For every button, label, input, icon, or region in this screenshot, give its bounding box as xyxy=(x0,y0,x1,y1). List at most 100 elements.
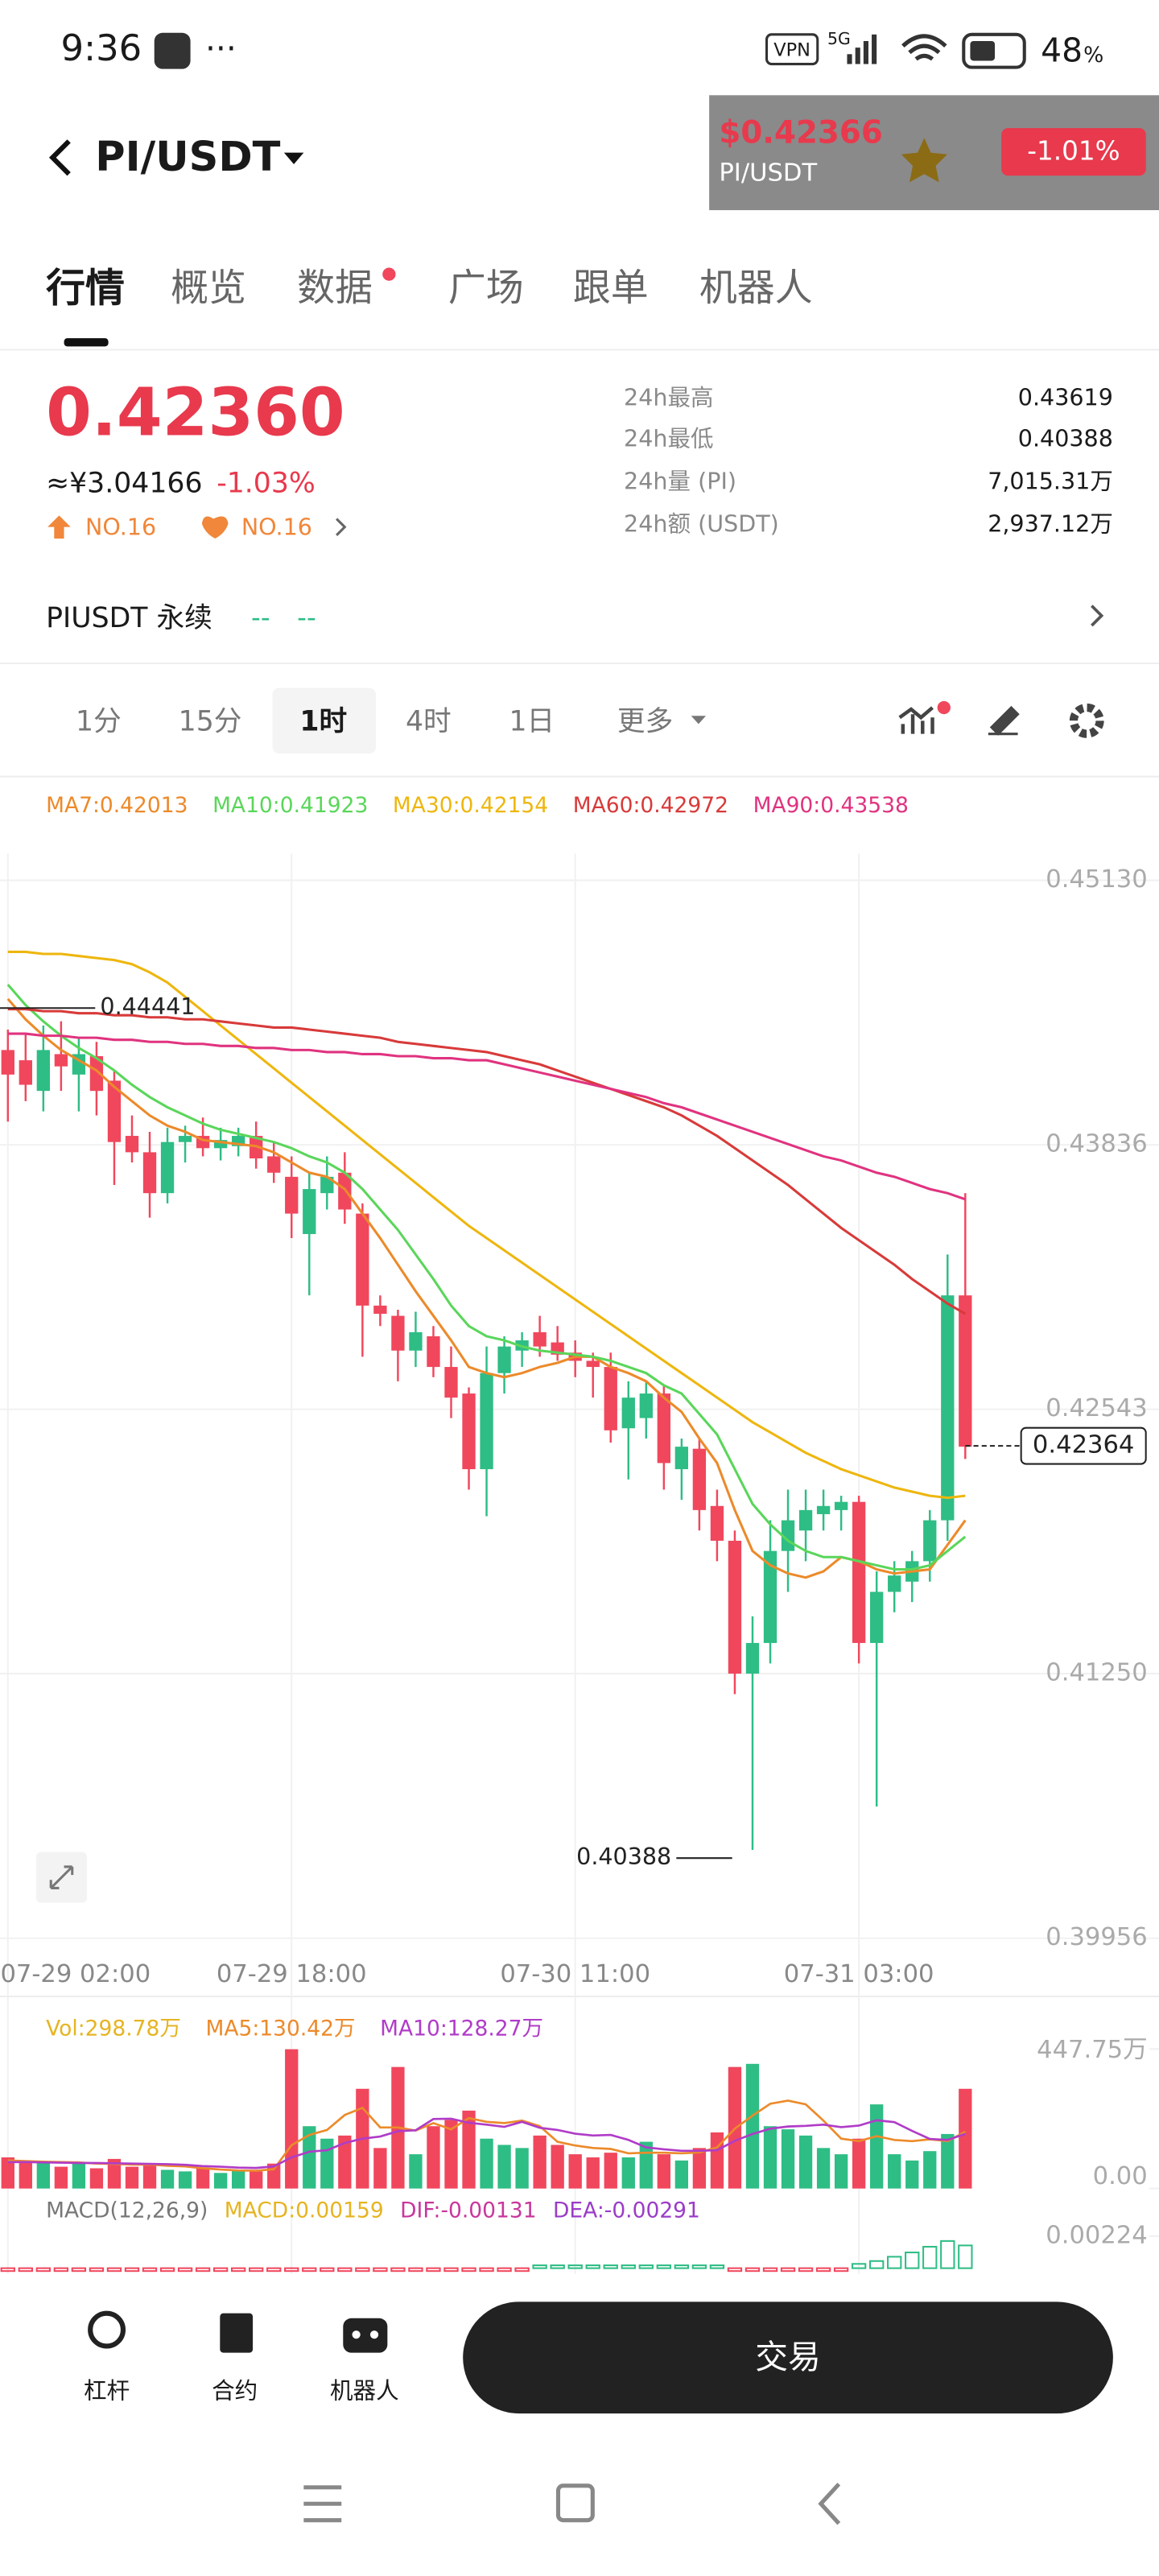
volume-bar xyxy=(303,2126,316,2189)
volume-bar xyxy=(692,2148,707,2189)
macd-bar xyxy=(550,2264,565,2269)
interval[interactable]: 4时 xyxy=(406,705,452,737)
macd-bar xyxy=(514,2267,530,2273)
volume-bar xyxy=(621,2157,635,2189)
tab[interactable]: 广场 xyxy=(448,266,524,310)
tab[interactable]: 机器人 xyxy=(699,266,813,310)
stat-label: 24h额 (USDT) xyxy=(624,510,779,538)
plot-area xyxy=(1,950,972,1850)
back-button[interactable] xyxy=(48,139,71,176)
volume-ma-line xyxy=(7,2099,966,2172)
candle-body xyxy=(107,1080,122,1142)
volume-bar xyxy=(941,2133,955,2189)
macd-bar xyxy=(497,2267,512,2273)
volume-bar xyxy=(125,2166,139,2189)
pair-title[interactable]: PI/USDT xyxy=(95,134,280,181)
interval-dropdown[interactable] xyxy=(691,716,707,724)
interval[interactable]: 更多 xyxy=(617,705,673,737)
settings-button[interactable] xyxy=(1069,703,1104,738)
macd-bar xyxy=(691,2264,707,2269)
favorite-star[interactable] xyxy=(901,138,947,183)
volume-bar xyxy=(781,2129,795,2189)
last-price-box xyxy=(1020,1426,1147,1465)
low-marker-label: 0.40388 xyxy=(576,1843,671,1870)
volume-bar xyxy=(586,2157,600,2189)
nav-home[interactable] xyxy=(555,2483,595,2523)
interval[interactable]: 15分 xyxy=(179,705,242,737)
indicator-button[interactable] xyxy=(898,706,934,734)
rank[interactable]: NO.16 xyxy=(241,514,312,541)
tab[interactable]: 概览 xyxy=(171,266,246,310)
volume-bar xyxy=(107,2158,122,2189)
interval-active-bg xyxy=(272,687,377,754)
candle-body xyxy=(391,1315,405,1351)
volume-bar xyxy=(515,2148,529,2189)
macd-bar xyxy=(373,2267,388,2273)
candle-body xyxy=(870,1591,884,1643)
macd-bar xyxy=(390,2267,406,2273)
draw-button[interactable] xyxy=(988,705,1020,736)
volume-bar xyxy=(657,2154,670,2189)
x-tick-label: 07-31 03:00 xyxy=(784,1960,934,1988)
bottom-item[interactable]: 机器人 xyxy=(330,2377,399,2405)
nav-menu[interactable] xyxy=(303,2485,342,2523)
rank[interactable]: NO.16 xyxy=(85,514,156,541)
tab[interactable]: 行情 xyxy=(46,265,125,311)
candle-body xyxy=(267,1156,281,1173)
candle-body xyxy=(798,1509,813,1531)
volume-legend: Vol:298.78万 xyxy=(46,2016,181,2041)
macd-bar xyxy=(124,2267,140,2273)
macd-bar xyxy=(71,2267,87,2273)
volume-bar xyxy=(250,2171,263,2189)
trade-button[interactable] xyxy=(463,2301,1113,2414)
volume-ma-legend: MA10:128.27万 xyxy=(380,2016,543,2041)
candle-body xyxy=(816,1505,831,1514)
ma-legend: MA30:0.42154 xyxy=(393,793,548,818)
volume-bar xyxy=(178,2171,192,2189)
candle-body xyxy=(303,1189,316,1234)
candle-body xyxy=(852,1501,866,1643)
y-tick-label: 0.39956 xyxy=(1046,1923,1147,1951)
macd-bar xyxy=(479,2267,494,2273)
macd-title: MACD(12,26,9) xyxy=(46,2198,208,2223)
macd-bar xyxy=(177,2267,193,2273)
candle-body xyxy=(213,1140,228,1149)
volume-bar xyxy=(816,2148,831,2189)
pair-dropdown[interactable] xyxy=(283,152,304,164)
app-icon xyxy=(154,32,191,69)
macd-bar xyxy=(744,2267,761,2273)
candle-body xyxy=(621,1397,635,1429)
macd-bar xyxy=(958,2244,973,2269)
candle-body xyxy=(356,1213,369,1306)
status-time: 9:36 xyxy=(60,27,142,69)
interval[interactable]: 1分 xyxy=(76,705,122,737)
candle-body xyxy=(1,1050,14,1075)
last-price-label: 0.42364 xyxy=(1033,1431,1134,1459)
macd-legend: DEA:-0.00291 xyxy=(553,2198,700,2223)
volume-bar xyxy=(160,2169,175,2189)
candle-body xyxy=(160,1141,175,1194)
bottom-item[interactable]: 杠杆 xyxy=(84,2377,130,2405)
macd-bar xyxy=(656,2264,672,2269)
perpetual-name[interactable]: PIUSDT 永续 xyxy=(46,602,212,634)
volume-bar xyxy=(905,2160,919,2189)
volume-bar xyxy=(72,2163,86,2189)
perpetual-chevron[interactable] xyxy=(1091,605,1104,627)
macd-bar xyxy=(532,2264,547,2269)
vpn-box xyxy=(765,33,819,66)
bottom-item[interactable]: 合约 xyxy=(212,2377,258,2405)
candle-body xyxy=(959,1295,972,1447)
macd-bar xyxy=(815,2267,831,2273)
interval[interactable]: 1日 xyxy=(509,705,555,737)
volume-bar xyxy=(142,2165,157,2189)
macd-bar xyxy=(230,2267,246,2273)
tab[interactable]: 跟单 xyxy=(573,266,649,310)
nav-back[interactable] xyxy=(818,2483,841,2525)
macd-bar xyxy=(638,2264,654,2269)
macd-bar xyxy=(798,2267,814,2273)
macd-bar xyxy=(461,2267,476,2273)
volume-bar xyxy=(409,2154,423,2189)
ma-line xyxy=(7,950,966,1500)
interval[interactable]: 1时 xyxy=(299,705,347,737)
tab[interactable]: 数据 xyxy=(297,266,373,310)
